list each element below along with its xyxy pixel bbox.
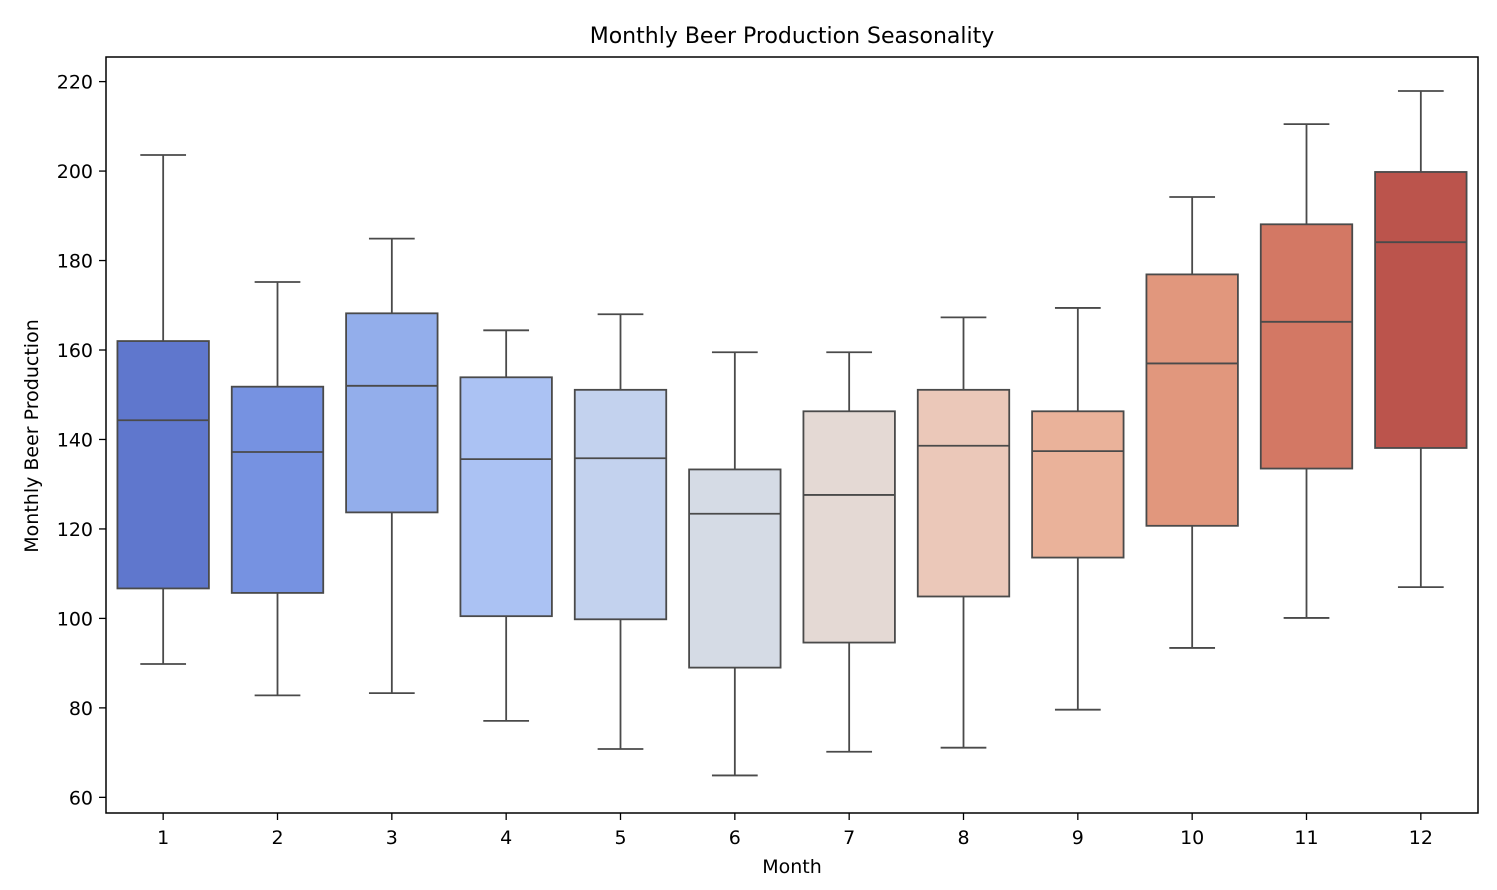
- box-month-11: [1259, 223, 1354, 470]
- x-tick-label: 8: [957, 827, 969, 849]
- y-tick-label: 100: [57, 608, 93, 630]
- box-month-3: [345, 312, 439, 514]
- x-tick-label: 4: [500, 827, 512, 849]
- box-month-1: [116, 340, 210, 590]
- box-month-10: [1145, 273, 1239, 527]
- y-tick-label: 80: [69, 698, 93, 720]
- y-tick-label: 160: [57, 340, 93, 362]
- y-tick-label: 180: [57, 251, 93, 273]
- y-tick-label: 60: [69, 787, 93, 809]
- x-tick-label: 3: [386, 827, 398, 849]
- x-tick-label: 10: [1180, 827, 1204, 849]
- x-tick-label: 11: [1294, 827, 1318, 849]
- box-month-5: [573, 388, 668, 621]
- plot-frame: [105, 56, 1479, 814]
- x-tick-label: 5: [614, 827, 626, 849]
- y-tick-label: 140: [57, 429, 93, 451]
- box-month-9: [1031, 410, 1125, 559]
- y-tick-label: 200: [57, 161, 93, 183]
- x-tick-label: 2: [271, 827, 283, 849]
- box-month-4: [459, 376, 553, 618]
- x-tick-label: 9: [1072, 827, 1084, 849]
- box-month-6: [688, 468, 782, 669]
- y-axis-label: Monthly Beer Production: [21, 319, 43, 552]
- box-month-8: [916, 388, 1011, 598]
- x-tick-label: 7: [843, 827, 855, 849]
- x-axis-label: Month: [762, 856, 822, 878]
- box-month-2: [230, 385, 325, 594]
- x-tick-label: 12: [1409, 827, 1433, 849]
- x-tick-label: 6: [729, 827, 741, 849]
- box-month-7: [802, 410, 896, 644]
- chart-title: Monthly Beer Production Seasonality: [590, 24, 995, 49]
- y-tick-label: 120: [57, 519, 93, 541]
- x-tick-label: 1: [157, 827, 169, 849]
- y-tick-label: 220: [57, 72, 93, 94]
- box-month-12: [1374, 171, 1468, 449]
